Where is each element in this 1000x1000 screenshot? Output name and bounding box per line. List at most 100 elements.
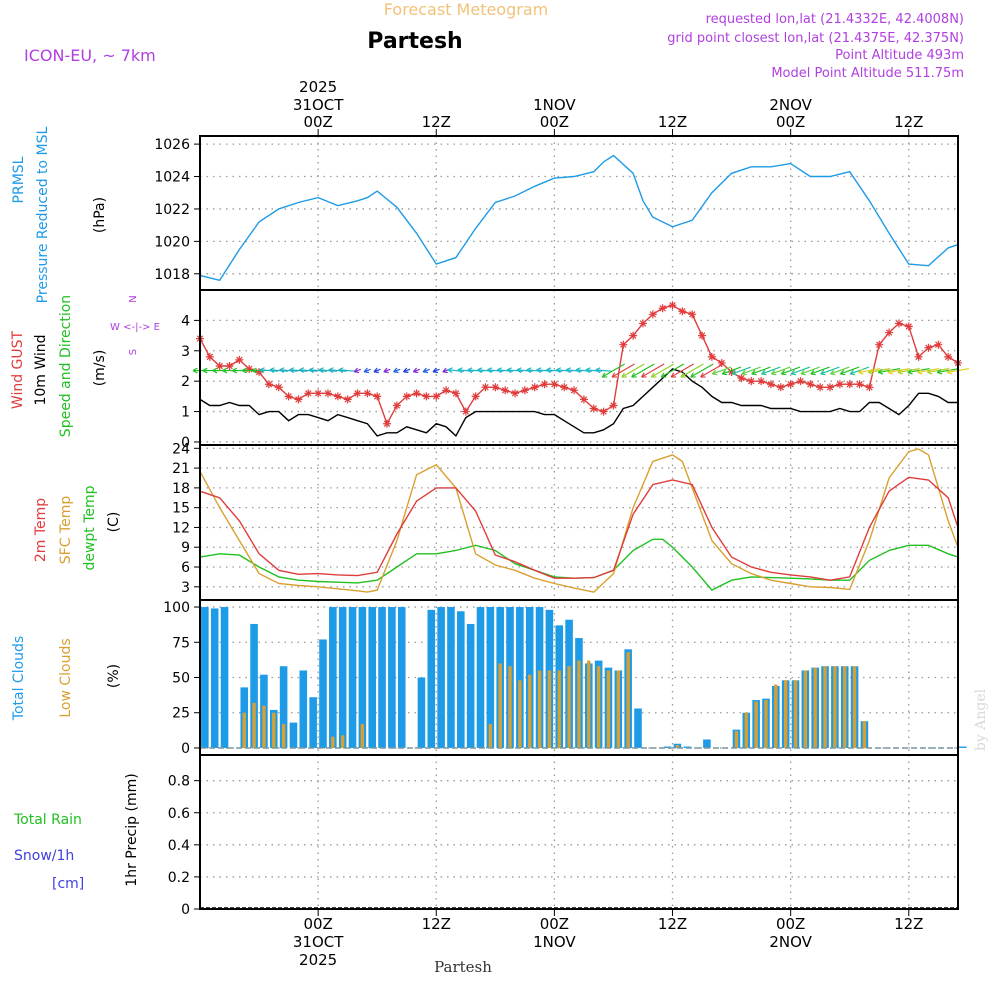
wind-direction-arrow <box>477 369 494 372</box>
wind-direction-arrow <box>328 369 347 372</box>
wind-direction-arrowhead <box>830 369 836 376</box>
y-tick-label: 9 <box>181 540 190 556</box>
low-clouds-bar <box>744 712 748 748</box>
low-clouds-bar <box>557 670 561 748</box>
low-clouds-bar <box>272 712 276 748</box>
wind-direction-arrow <box>641 363 665 378</box>
low-clouds-bar <box>626 652 630 748</box>
wind-direction-arrowhead <box>432 367 439 374</box>
y-tick-label: 18 <box>172 481 190 497</box>
dewpt-temp-label: dewpt Temp <box>82 485 98 570</box>
wind-direction-arrow <box>289 369 308 372</box>
wind-direction-arrow <box>487 369 504 372</box>
total-clouds-bar <box>634 708 642 748</box>
low-clouds-bar <box>577 660 581 748</box>
wind-direction-arrow <box>457 369 474 372</box>
wind-gust-marker <box>343 395 352 404</box>
total-clouds-bar <box>378 607 386 748</box>
wind-direction-arrowhead <box>269 367 275 374</box>
wind-direction-arrow <box>585 369 602 372</box>
temp-unit: (C) <box>106 512 122 533</box>
wind-direction-arrowhead <box>555 367 562 374</box>
low-clouds-bar <box>823 666 827 748</box>
wind-gust-marker <box>432 392 441 401</box>
wind-gust-marker <box>392 401 401 410</box>
wind-gust-marker <box>579 395 588 404</box>
wind-gust-marker <box>924 343 933 352</box>
wind-direction-arrow <box>651 363 675 378</box>
wind-direction-arrow <box>566 369 583 372</box>
wind-direction-arrow <box>318 369 337 372</box>
gridpoint-coords: grid point closest lon,lat (21.4375E, 42… <box>667 31 964 46</box>
low-clouds-bar <box>341 735 345 748</box>
wind-direction-arrowhead <box>721 369 728 376</box>
y-tick-label: 21 <box>172 461 190 477</box>
y-tick-label: 0.2 <box>168 870 190 886</box>
wind-direction-arrow <box>546 369 563 372</box>
wind-direction-arrowhead <box>383 367 389 374</box>
wind-direction-arrow <box>751 366 771 375</box>
low-clouds-bar <box>567 666 571 748</box>
footer-location: Partesh <box>434 958 492 976</box>
wind-gust-marker <box>314 389 323 398</box>
wind-direction-arrowhead <box>936 368 943 375</box>
wind-gust-marker <box>264 380 273 389</box>
total-clouds-bar <box>397 607 406 748</box>
wind-direction-arrowhead <box>946 368 953 375</box>
wind-gust-marker <box>629 331 638 340</box>
wind-gust-marker <box>471 392 480 401</box>
wind-gust-marker <box>914 352 923 361</box>
wind-gust-marker <box>284 392 293 401</box>
total-clouds-bar <box>437 607 445 748</box>
y-tick-label: 1 <box>181 405 190 421</box>
wind-direction-arrowhead <box>308 367 314 374</box>
wind-direction-arrow <box>937 368 960 374</box>
bottom-time-label: 12Z <box>894 915 923 933</box>
wind-direction-arrow <box>467 369 484 372</box>
wind-gust-marker <box>235 355 244 364</box>
snow-label: Snow/1h <box>14 848 74 864</box>
total-clouds-bar <box>427 609 436 748</box>
total-clouds-bar <box>959 746 967 748</box>
wind-direction-arrowhead <box>839 369 846 376</box>
y-tick-label: 1022 <box>154 202 190 218</box>
bottom-time-label: 12Z <box>658 915 687 933</box>
wind-gust-marker <box>205 352 214 361</box>
prmsl-label: PRMSL <box>11 156 27 203</box>
wind-direction-arrowhead <box>447 367 453 374</box>
wind-direction-arrowhead <box>487 367 493 374</box>
low-clouds-bar <box>528 674 532 748</box>
wind-direction-arrow <box>338 369 357 372</box>
sfc-temp-line <box>199 448 959 593</box>
pressure-label: Pressure Reduced to MSL <box>35 126 51 303</box>
wind-gust-marker <box>826 383 835 392</box>
top-time-label: 2NOV <box>769 96 812 114</box>
wind-direction-arrowhead <box>516 367 522 374</box>
y-tick-label: 100 <box>163 600 190 616</box>
y-tick-label: 0.8 <box>168 774 190 790</box>
wind-gust-marker <box>894 319 903 328</box>
wind-direction-arrowhead <box>526 367 532 374</box>
total-clouds-bar <box>220 607 229 748</box>
wind-direction-arrowhead <box>575 367 581 374</box>
wind-direction-arrowhead <box>363 367 370 374</box>
panel-frame <box>199 754 959 910</box>
wind-gust-marker <box>796 377 805 386</box>
wind-direction-arrow <box>611 363 635 378</box>
low-clouds-bar <box>803 670 808 748</box>
top-time-label: 31OCT <box>293 96 344 114</box>
wind-direction-arrow <box>790 366 811 375</box>
low-clouds-bar <box>675 745 680 748</box>
top-time-label: 12Z <box>894 113 923 131</box>
wind-gust-marker <box>688 310 697 319</box>
wind-direction-arrowhead <box>877 368 884 375</box>
bottom-time-label: 00Z <box>776 915 805 933</box>
wind-direction-arrowhead <box>496 367 503 374</box>
wind-direction-arrowhead <box>585 367 591 374</box>
wind-direction-arrow <box>800 366 820 375</box>
low-clouds-bar <box>587 660 591 748</box>
low-clouds-bar <box>242 712 246 748</box>
wind-gust-marker <box>353 389 362 398</box>
model-label: ICON-EU, ~ 7km <box>24 46 156 65</box>
wind-direction-arrow <box>868 368 891 374</box>
